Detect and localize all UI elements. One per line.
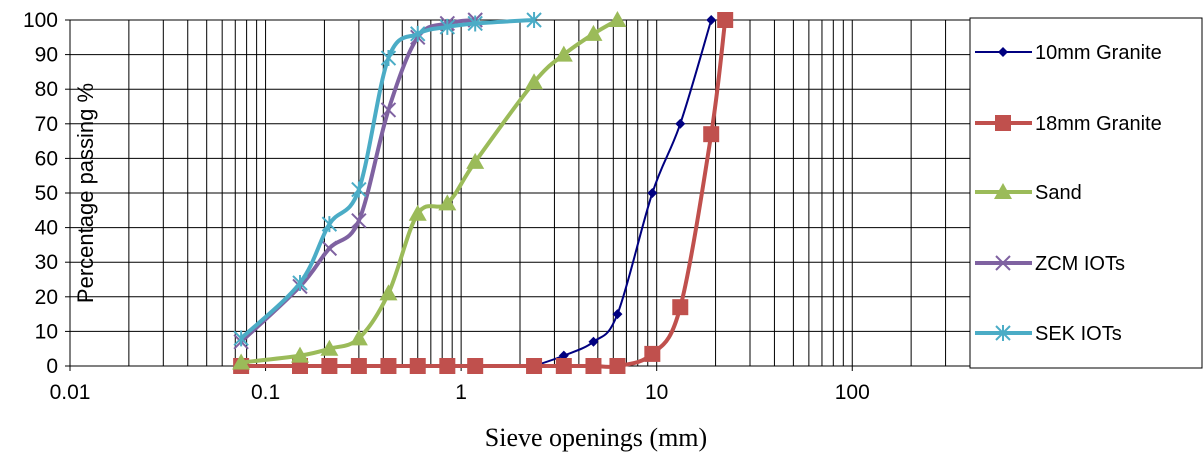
data-point bbox=[321, 240, 338, 257]
series-line bbox=[239, 18, 476, 344]
series-zcm-iots bbox=[233, 12, 483, 350]
x-tick-label: 1 bbox=[455, 381, 467, 404]
legend: 10mm Granite 18mm Granite Sand ZCM IOTs SEK … bbox=[969, 17, 1203, 369]
legend-marker bbox=[995, 115, 1011, 131]
data-point bbox=[467, 15, 483, 32]
x-axis-label: Sieve openings (mm) bbox=[485, 423, 707, 452]
x-tick-label: 0.01 bbox=[50, 381, 91, 404]
legend-item: SEK IOTs bbox=[975, 323, 1122, 345]
legend-item: ZCM IOTs bbox=[975, 253, 1125, 275]
legend-label: SEK IOTs bbox=[1035, 323, 1122, 345]
data-point bbox=[380, 358, 397, 374]
data-point bbox=[380, 50, 397, 67]
y-tick-label: 60 bbox=[35, 147, 58, 170]
series-layer bbox=[232, 11, 734, 374]
legend-marker bbox=[995, 255, 1011, 271]
y-tick-label: 0 bbox=[46, 355, 58, 378]
y-axis-label: Percentage passing % bbox=[73, 83, 98, 303]
series-sek-iots bbox=[233, 12, 542, 347]
data-point bbox=[320, 339, 339, 356]
legend-item: 10mm Granite bbox=[975, 42, 1162, 64]
data-point bbox=[292, 274, 308, 291]
data-point bbox=[408, 204, 427, 221]
legend-item: 18mm Granite bbox=[975, 113, 1162, 135]
data-point bbox=[439, 18, 456, 35]
legend-marker bbox=[995, 325, 1011, 341]
data-point bbox=[526, 12, 542, 28]
data-point bbox=[555, 358, 572, 374]
data-point bbox=[672, 299, 689, 316]
data-point bbox=[350, 358, 367, 374]
data-point bbox=[409, 358, 426, 374]
data-point bbox=[467, 358, 484, 374]
data-point bbox=[321, 358, 338, 374]
legend-label: 10mm Granite bbox=[1035, 42, 1162, 64]
axes-layer: 0 10 20 30 40 50 60 70 80 90 100 0.01 0.1 1 10 100 bbox=[23, 9, 971, 404]
x-tick-label: 10 bbox=[645, 381, 668, 404]
data-point bbox=[706, 15, 717, 25]
data-point bbox=[232, 353, 251, 370]
y-tick-label: 10 bbox=[35, 320, 58, 343]
data-point bbox=[526, 358, 543, 374]
series-sand bbox=[232, 11, 627, 370]
legend-marker bbox=[994, 183, 1012, 199]
data-point bbox=[466, 152, 485, 169]
legend-label: Sand bbox=[1035, 182, 1082, 204]
legend-marker bbox=[998, 47, 1008, 57]
data-point bbox=[585, 358, 602, 374]
data-point bbox=[439, 358, 456, 374]
data-point bbox=[438, 194, 457, 211]
data-point bbox=[291, 346, 310, 363]
x-tick-label: 100 bbox=[835, 381, 870, 404]
data-point bbox=[349, 329, 368, 346]
data-point bbox=[703, 126, 720, 143]
data-point bbox=[554, 45, 573, 62]
y-tick-label: 90 bbox=[35, 44, 58, 67]
series-line bbox=[239, 18, 535, 340]
legend-label: 18mm Granite bbox=[1035, 113, 1162, 135]
data-point bbox=[321, 216, 338, 233]
y-tick-label: 80 bbox=[35, 78, 58, 101]
data-point bbox=[525, 73, 544, 90]
data-point bbox=[351, 212, 367, 229]
series-line bbox=[240, 18, 619, 365]
y-tick-label: 20 bbox=[35, 286, 58, 309]
legend-label: ZCM IOTs bbox=[1035, 253, 1125, 275]
data-point bbox=[379, 284, 398, 301]
data-point bbox=[609, 358, 626, 374]
data-point bbox=[612, 309, 623, 320]
data-point bbox=[588, 336, 599, 347]
data-point bbox=[608, 11, 627, 27]
y-tick-label: 30 bbox=[35, 251, 58, 274]
data-point bbox=[410, 25, 426, 42]
data-point bbox=[380, 102, 397, 118]
data-point bbox=[675, 118, 686, 129]
data-point bbox=[233, 330, 249, 347]
x-tick-label: 0.1 bbox=[251, 381, 280, 404]
y-tick-label: 70 bbox=[35, 113, 58, 136]
data-point bbox=[584, 24, 603, 41]
data-point bbox=[647, 188, 658, 198]
grid-layer bbox=[69, 19, 971, 367]
y-tick-label: 50 bbox=[35, 182, 58, 205]
data-point bbox=[644, 345, 661, 362]
y-tick-label: 100 bbox=[23, 9, 58, 32]
y-tick-label: 40 bbox=[35, 217, 58, 240]
legend-item: Sand bbox=[975, 182, 1082, 204]
data-point bbox=[351, 181, 367, 198]
data-point bbox=[717, 12, 734, 28]
